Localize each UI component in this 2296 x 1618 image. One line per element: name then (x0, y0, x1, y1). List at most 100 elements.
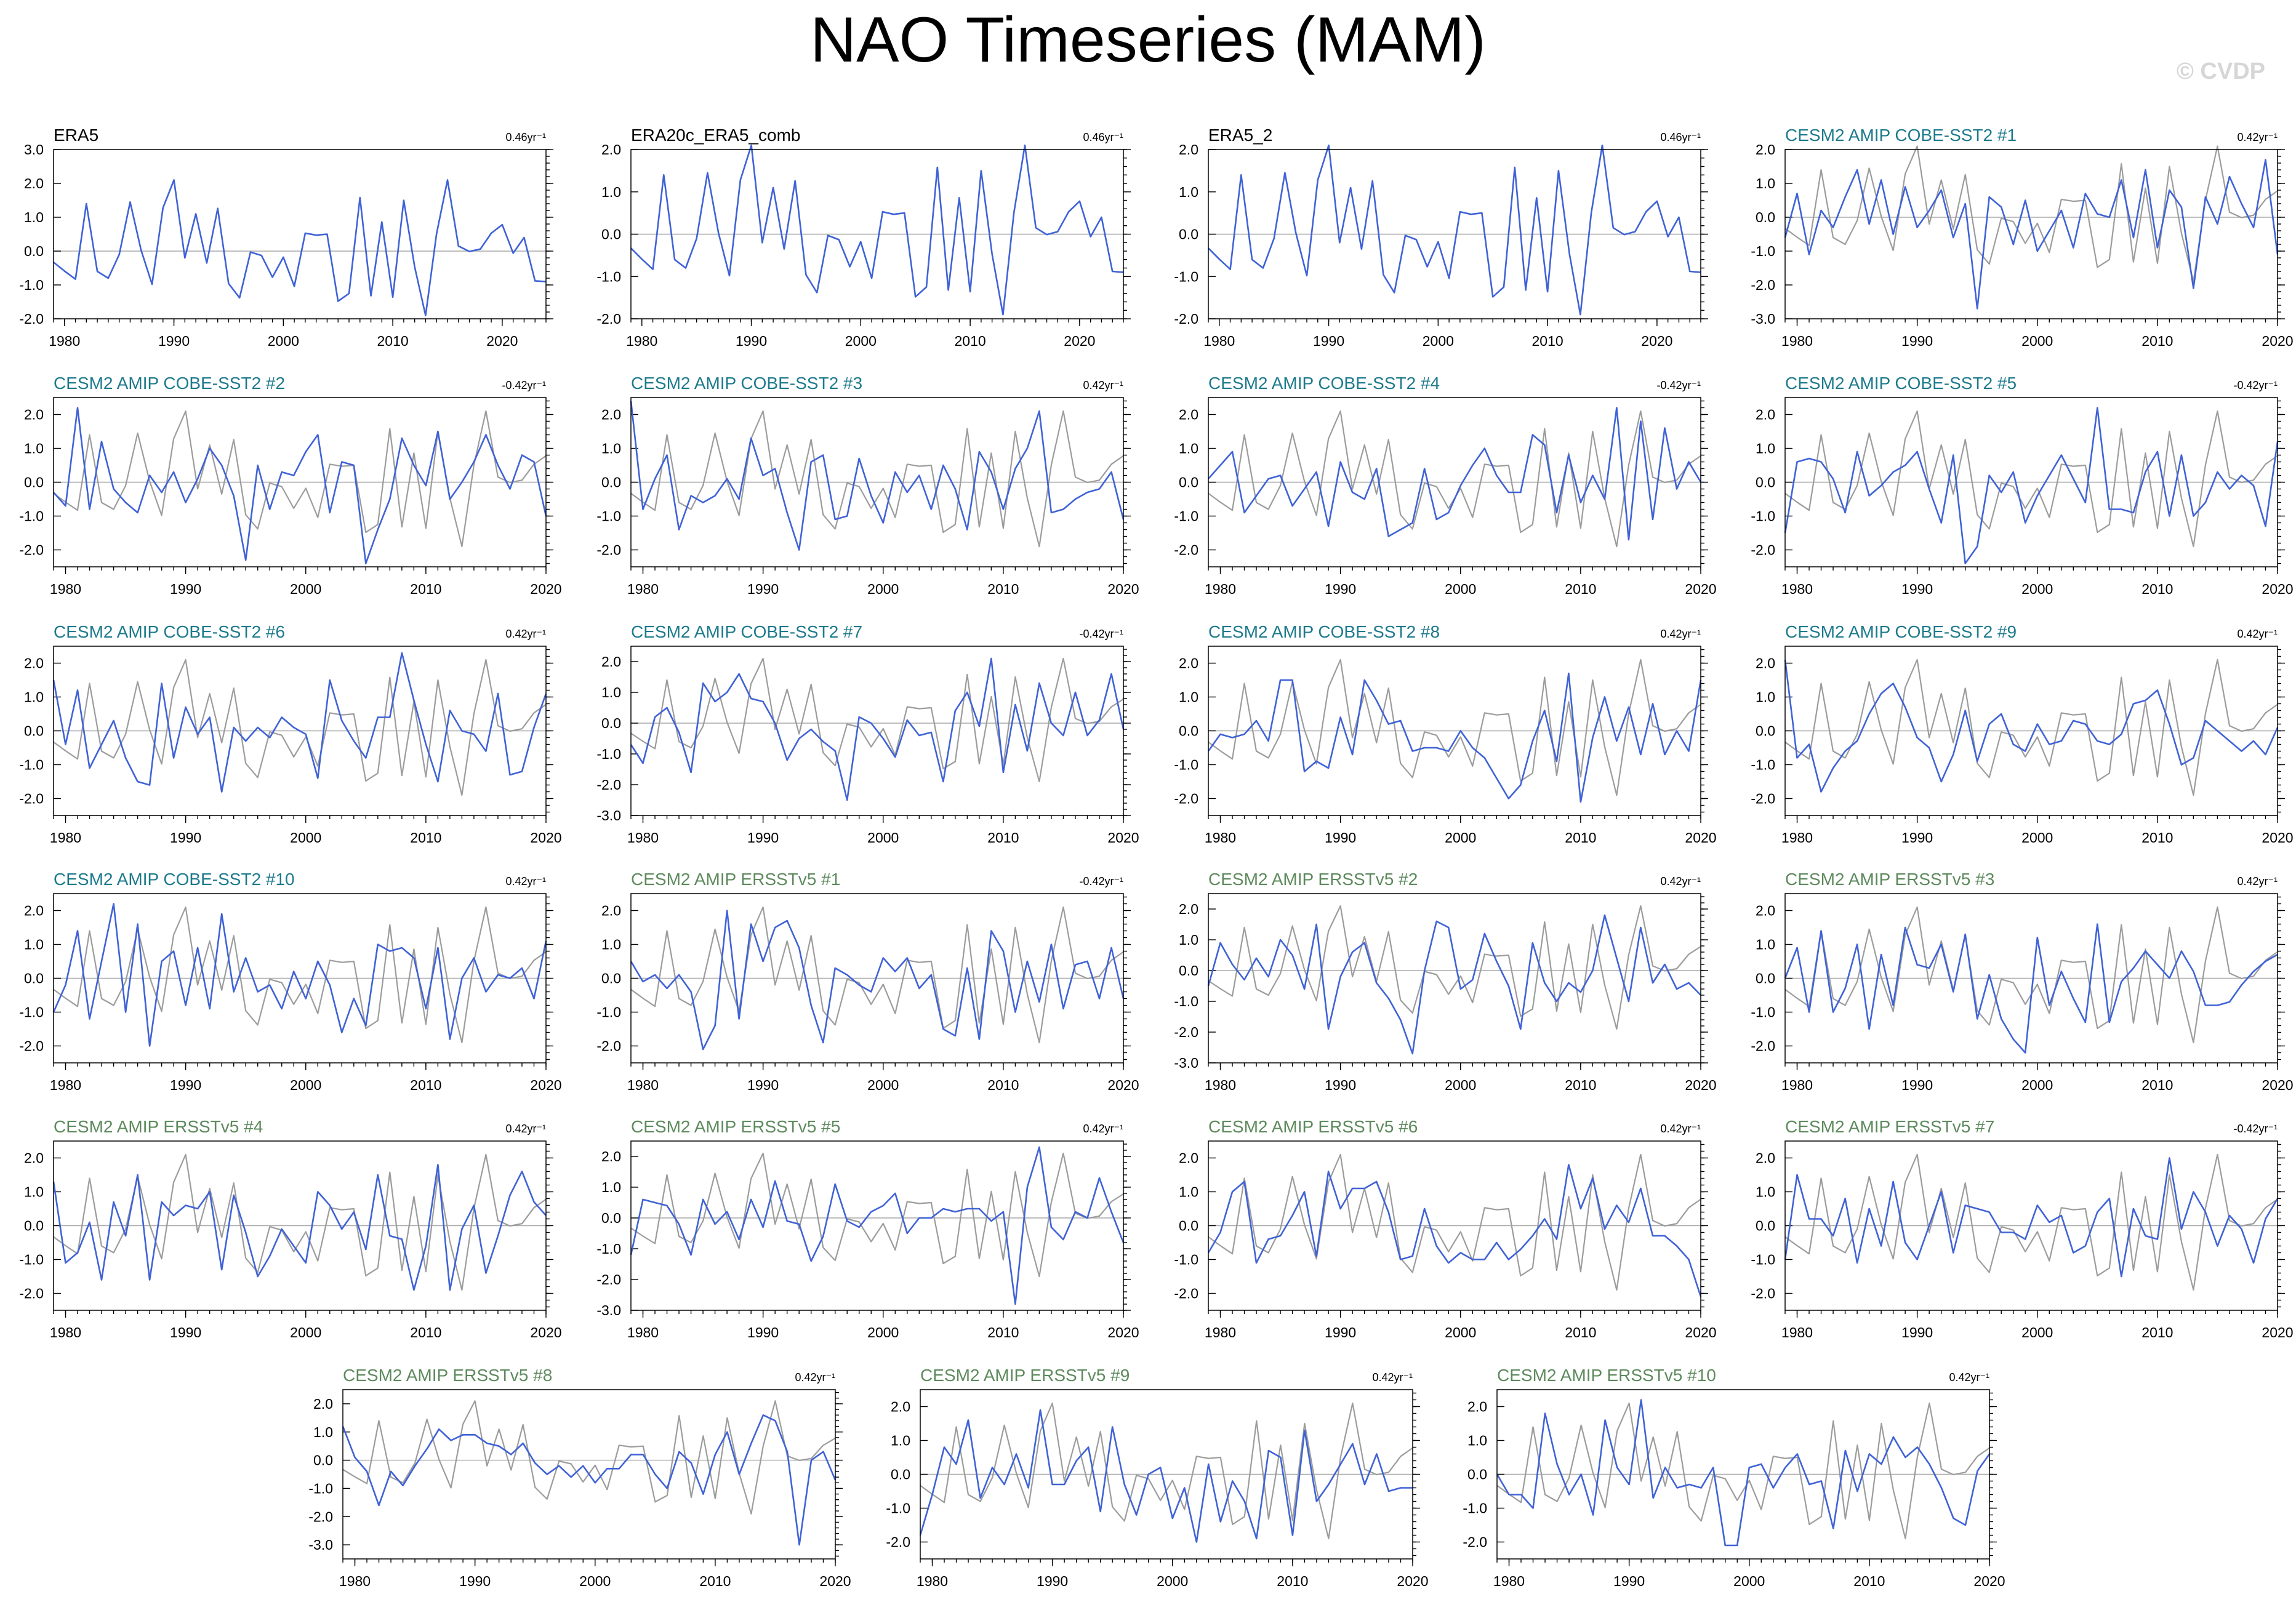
y-tick-label: 1.0 (1467, 1433, 1487, 1449)
x-tick-label: 2020 (530, 581, 561, 597)
y-tick-label: 0.0 (24, 723, 44, 739)
panel-title: CESM2 AMIP ERSSTv5 #4 (54, 1117, 263, 1136)
y-tick-label: 0.0 (1179, 475, 1198, 491)
x-tick-label: 2000 (290, 1324, 321, 1340)
panel-title: CESM2 AMIP ERSSTv5 #3 (1785, 870, 1994, 889)
y-tick-label: 1.0 (1756, 1184, 1775, 1200)
x-tick-label: 1980 (1205, 581, 1236, 597)
panel-title: CESM2 AMIP ERSSTv5 #10 (1497, 1366, 1716, 1385)
reference-series-line (1496, 1402, 1990, 1540)
x-tick-label: 2010 (377, 333, 409, 349)
x-tick-label: 2010 (1277, 1573, 1308, 1589)
y-tick-label: -1.0 (1751, 1252, 1775, 1268)
x-tick-label: 2000 (290, 830, 321, 846)
trend-label: -0.42yr⁻¹ (502, 379, 546, 391)
x-tick-label: 1980 (49, 333, 80, 349)
y-tick-label: 0.0 (24, 971, 44, 987)
trend-label: 0.42yr⁻¹ (1660, 1123, 1701, 1135)
member-series-line (342, 1414, 837, 1546)
y-tick-label: 0.0 (891, 1467, 910, 1483)
x-tick-label: 2010 (1532, 333, 1563, 349)
y-tick-label: -1.0 (1174, 993, 1198, 1009)
plot-frame (1784, 149, 2278, 319)
y-tick-label: 1.0 (24, 209, 44, 225)
x-tick-label: 2020 (1685, 830, 1716, 846)
x-tick-label: 1990 (1325, 1324, 1356, 1340)
y-tick-label: 2.0 (1756, 1150, 1775, 1166)
member-series-line (52, 903, 547, 1047)
trend-label: 0.46yr⁻¹ (1083, 131, 1123, 143)
y-tick-label: -2.0 (1174, 311, 1198, 327)
x-tick-label: 2000 (1733, 1573, 1765, 1589)
plot-frame (1208, 397, 1701, 567)
x-tick-label: 1980 (627, 1077, 659, 1093)
member-series-line (1207, 914, 1701, 1055)
member-series-line (1784, 159, 2279, 310)
x-tick-label: 1980 (626, 333, 657, 349)
y-tick-label: -1.0 (596, 508, 621, 524)
y-tick-label: 2.0 (1179, 655, 1198, 671)
x-tick-label: 2000 (2021, 830, 2053, 846)
x-tick-label: 2000 (867, 1077, 899, 1093)
plot-frame (53, 1140, 547, 1311)
x-tick-label: 2020 (1107, 581, 1139, 597)
plot-frame (630, 893, 1124, 1063)
nao-panel: ERA20c_ERA5_comb 0.46yr⁻¹ -2.0 -1.0 0.0 1.0 2.… (596, 126, 1131, 349)
panel-title: CESM2 AMIP COBE-SST2 #7 (631, 622, 862, 641)
x-tick-label: 2000 (867, 830, 899, 846)
x-tick-label: 2000 (268, 333, 299, 349)
y-tick-label: -2.0 (19, 791, 44, 807)
nao-panel: CESM2 AMIP COBE-SST2 #10 0.42yr⁻¹ -2.0 -1.0… (19, 870, 561, 1093)
y-tick-label: 3.0 (24, 142, 44, 158)
reference-series-line (1784, 410, 2278, 548)
y-tick-label: 1.0 (1179, 184, 1198, 200)
x-tick-label: 2020 (530, 1324, 561, 1340)
trend-label: 0.42yr⁻¹ (1660, 628, 1701, 640)
x-tick-label: 1980 (50, 1077, 81, 1093)
plot-frame (1784, 646, 2278, 816)
trend-label: 0.42yr⁻¹ (1083, 379, 1123, 391)
x-tick-label: 1980 (1781, 581, 1813, 597)
y-tick-label: -1.0 (596, 268, 621, 284)
x-tick-label: 2010 (2141, 1077, 2173, 1093)
y-tick-label: 0.0 (601, 1210, 621, 1226)
y-tick-label: 2.0 (601, 903, 621, 919)
x-tick-label: 2000 (290, 581, 321, 597)
panel-title: ERA20c_ERA5_comb (631, 126, 800, 145)
member-series-line (1496, 1399, 1991, 1547)
y-tick-label: -2.0 (886, 1534, 910, 1550)
y-tick-label: -2.0 (1174, 791, 1198, 807)
x-tick-label: 1990 (1901, 1324, 1933, 1340)
nao-panel: CESM2 AMIP ERSSTv5 #3 0.42yr⁻¹ -2.0 -1.0 0.0… (1751, 870, 2293, 1093)
y-tick-label: 1.0 (24, 441, 44, 457)
panel-grid: ERA5 0.46yr⁻¹ -2.0 -1.0 0.0 1.0 2.0 3.0 1980 1990… (19, 126, 2293, 1589)
y-tick-label: 2.0 (601, 142, 621, 158)
x-tick-label: 2020 (1107, 1324, 1139, 1340)
y-tick-label: -3.0 (1174, 1055, 1198, 1071)
member-series-line (630, 401, 1125, 551)
reference-series-line (630, 1152, 1124, 1278)
x-tick-label: 1990 (1901, 581, 1933, 597)
trend-label: 0.42yr⁻¹ (2237, 628, 2278, 640)
y-tick-label: -1.0 (596, 1004, 621, 1020)
x-tick-label: 1980 (1781, 1324, 1813, 1340)
panel-title: CESM2 AMIP COBE-SST2 #6 (54, 622, 285, 641)
y-tick-label: 1.0 (601, 937, 621, 953)
y-tick-label: 2.0 (24, 1150, 44, 1166)
member-series-line (1784, 923, 2278, 1054)
plot-frame (1496, 1389, 1990, 1560)
x-tick-label: 2010 (410, 1077, 441, 1093)
nao-panel: CESM2 AMIP COBE-SST2 #1 0.42yr⁻¹ -3.0 -2.0 -… (1751, 126, 2293, 349)
cvdp-watermark: © CVDP (2177, 58, 2265, 84)
trend-label: -0.42yr⁻¹ (2233, 1123, 2278, 1135)
x-tick-label: 2000 (845, 333, 877, 349)
nao-panel: CESM2 AMIP COBE-SST2 #7 -0.42yr⁻¹ -3.0 -2.0… (596, 622, 1139, 846)
observed-series-line (1208, 144, 1701, 316)
nao-panel: CESM2 AMIP COBE-SST2 #4 -0.42yr⁻¹ -2.0 -1.0… (1174, 374, 1716, 597)
member-series-line (1784, 1157, 2279, 1278)
plot-frame (1784, 397, 2278, 567)
x-tick-label: 1990 (747, 581, 779, 597)
trend-label: 0.46yr⁻¹ (1660, 131, 1701, 143)
panel-title: CESM2 AMIP COBE-SST2 #10 (54, 870, 295, 889)
y-tick-label: 2.0 (24, 175, 44, 191)
